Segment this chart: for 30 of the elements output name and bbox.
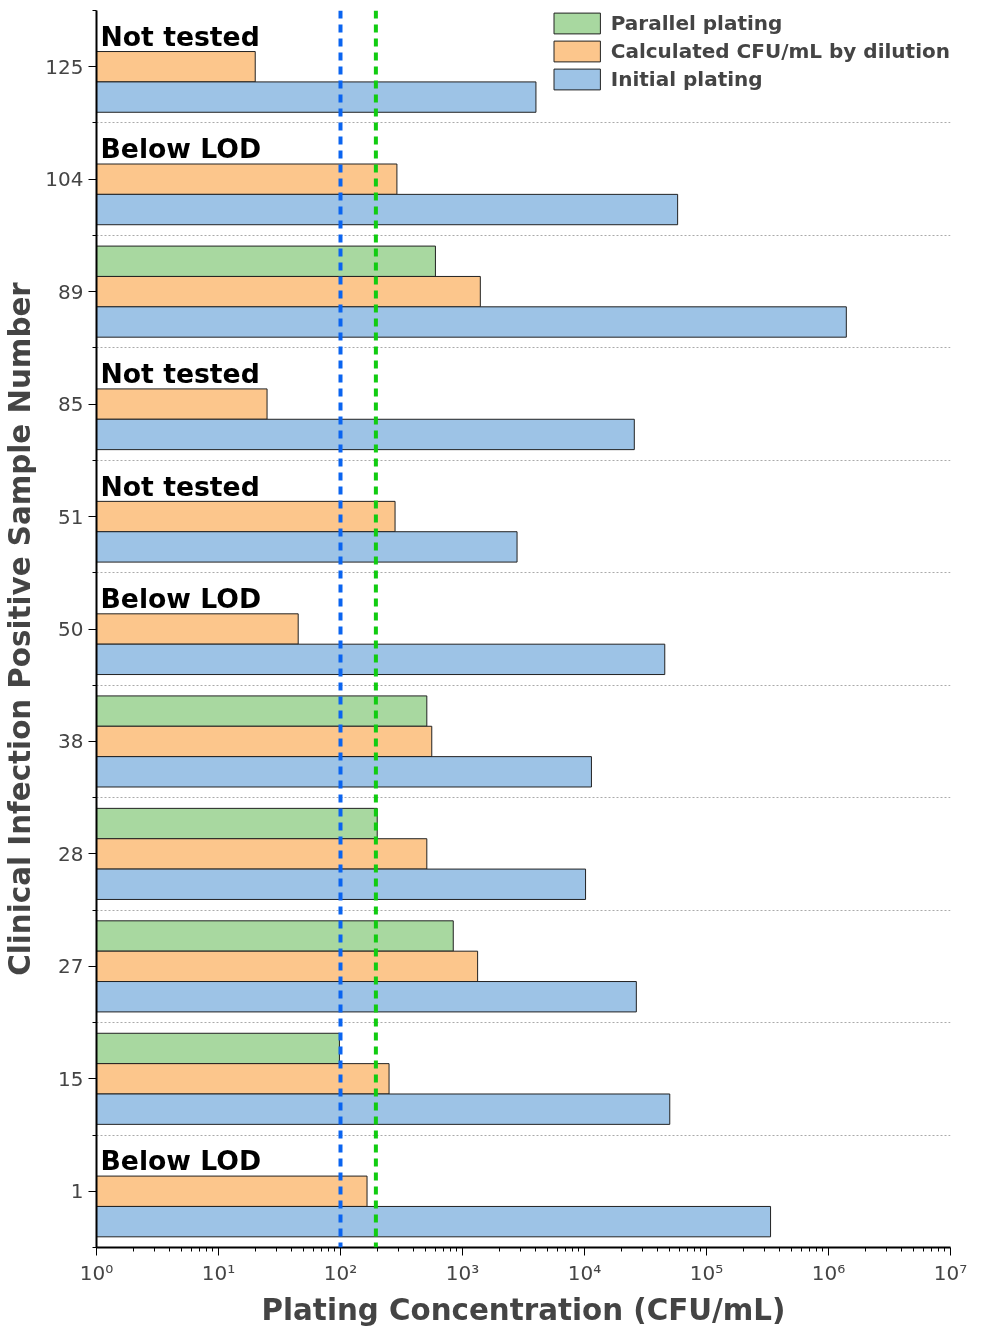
x-tick-label: 10⁷ [933, 1260, 968, 1285]
x-tick-label: 10⁶ [811, 1260, 846, 1285]
annotation: Not tested [100, 470, 260, 502]
y-tick-label: 89 [58, 279, 84, 304]
x-tick-label: 10⁵ [689, 1260, 724, 1285]
y-tick-label: 15 [58, 1066, 84, 1091]
y-tick-label: 51 [58, 504, 84, 529]
y-tick-label: 1 [70, 1179, 84, 1204]
x-tick-label: 10⁰ [79, 1260, 114, 1285]
y-tick-label: 85 [58, 392, 84, 417]
annotation: Below LOD [100, 583, 262, 615]
x-axis-title: Plating Concentration (CFU/mL) [261, 1292, 786, 1327]
x-tick-label: 10⁴ [567, 1260, 602, 1285]
legend-label: Initial plating [610, 67, 763, 91]
legend-label: Calculated CFU/mL by dilution [610, 39, 950, 63]
y-tick-label: 27 [58, 954, 84, 979]
annotation: Not tested [100, 358, 260, 390]
x-tick-label: 10¹ [201, 1260, 236, 1285]
x-tick-label: 10³ [445, 1260, 480, 1285]
x-tick-label: 10² [323, 1260, 358, 1285]
annotation: Not tested [100, 20, 260, 52]
y-tick-label: 28 [58, 841, 84, 866]
y-axis-title: Clinical Infection Positive Sample Number [3, 281, 38, 976]
y-tick-label: 104 [45, 167, 84, 192]
annotation: Below LOD [100, 133, 262, 165]
y-tick-label: 38 [58, 729, 84, 754]
y-tick-label: 50 [58, 617, 84, 641]
y-tick-label: 125 [45, 54, 84, 79]
annotation: Below LOD [100, 1145, 262, 1177]
legend-label: Parallel plating [610, 11, 783, 35]
